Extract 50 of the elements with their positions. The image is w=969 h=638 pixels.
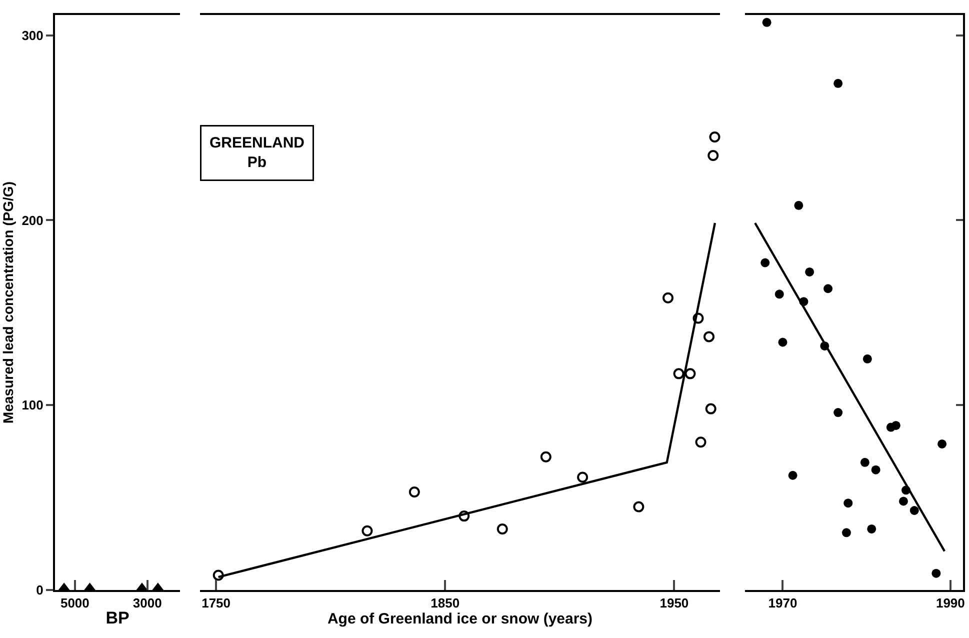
point: [709, 132, 720, 143]
x-tick-label: 1850: [430, 596, 460, 611]
y-tick-label: 200: [22, 212, 44, 228]
point: [673, 368, 684, 380]
point: [705, 403, 716, 414]
point: [805, 267, 814, 276]
annotation: GREENLAND Pb: [210, 134, 305, 171]
x-axis-title: Age of Greenland ice or snow (years): [327, 610, 593, 628]
x-tick-label: 5000: [60, 596, 90, 611]
x-tick-label: 1950: [660, 596, 689, 611]
point: [891, 420, 900, 430]
point: [496, 523, 508, 534]
point: [408, 486, 420, 498]
x-tick-label: 1750: [202, 596, 230, 611]
point: [540, 451, 552, 462]
point: [762, 18, 772, 27]
point: [778, 338, 788, 347]
point: [362, 525, 373, 536]
point: [938, 439, 947, 448]
point: [684, 368, 696, 380]
point: [824, 284, 833, 294]
point: [860, 458, 870, 467]
point: [774, 290, 784, 299]
point: [704, 331, 714, 342]
point: [910, 506, 919, 515]
point: [788, 470, 798, 480]
y-axis-title: Measured lead concentration (PG/G): [0, 182, 16, 424]
y-tick-label: 100: [22, 398, 44, 413]
point: [898, 496, 908, 506]
point: [708, 150, 719, 162]
point: [695, 436, 706, 448]
point: [662, 292, 674, 304]
x-tick-label: 1990: [936, 596, 965, 611]
y-tick-label: 300: [22, 28, 44, 43]
point: [794, 200, 804, 210]
point: [932, 568, 941, 578]
point: [871, 465, 880, 474]
point: [834, 78, 843, 88]
point: [842, 528, 851, 538]
x-axis-title: BP: [106, 608, 130, 628]
point: [760, 258, 770, 268]
point: [577, 472, 588, 483]
y-tick-label: 0: [36, 582, 44, 598]
x-tick-label: 1970: [768, 596, 798, 611]
x-tick-label: 3000: [132, 596, 162, 611]
point: [633, 501, 644, 512]
point: [867, 524, 876, 534]
point: [862, 354, 872, 364]
point: [844, 498, 853, 508]
point: [834, 408, 843, 418]
